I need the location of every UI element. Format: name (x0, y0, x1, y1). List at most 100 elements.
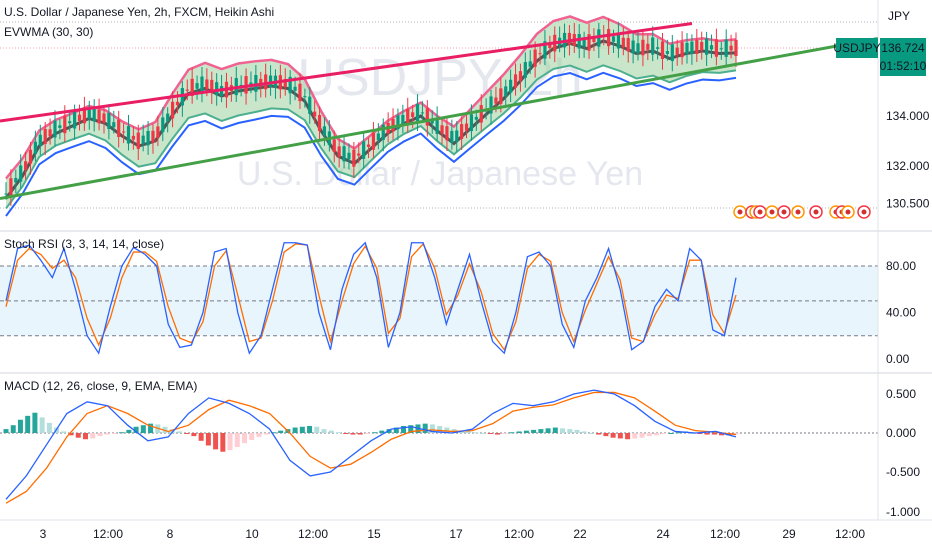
candle-body (317, 114, 322, 131)
candle-body (533, 49, 537, 67)
macd-signal-line (5, 391, 737, 504)
macd-histogram-bar (119, 432, 125, 434)
candle-body (146, 130, 150, 146)
macd-histogram-bar (205, 433, 211, 446)
macd-histogram-bar (711, 433, 717, 435)
candle-body (543, 41, 547, 59)
macd-histogram-bar (191, 433, 197, 437)
macd-histogram-bar (379, 430, 385, 433)
candle-body (719, 48, 723, 50)
macd-histogram-bar (335, 432, 341, 434)
symbol-badge[interactable] (836, 38, 878, 58)
candle-body (489, 96, 493, 114)
macd-histogram-bar (234, 433, 240, 448)
price-badge[interactable] (880, 38, 926, 76)
economic-events[interactable] (733, 205, 871, 219)
candle-body (357, 153, 361, 156)
macd-histogram-bar (646, 433, 652, 437)
candle-body (48, 129, 52, 137)
candle-body (411, 112, 415, 118)
candle-body (102, 113, 106, 123)
candle-body (141, 135, 145, 144)
macd-histogram-bar (372, 432, 378, 434)
candle-body (72, 111, 77, 129)
candle-body (151, 130, 155, 143)
stoch-k-line (5, 241, 737, 355)
x-tick-label: 12:00 (504, 527, 534, 541)
candle-body (259, 78, 263, 87)
stoch-band (0, 266, 878, 336)
candle-body (420, 112, 425, 114)
candle-body (131, 135, 135, 140)
macd-histogram-bar (307, 425, 313, 433)
candle-body (14, 177, 18, 183)
candle-body (376, 133, 380, 141)
x-tick-label: 8 (167, 527, 174, 541)
evwma-lower (5, 64, 737, 210)
x-tick-label: 15 (367, 527, 381, 541)
macd-histogram-bar (299, 426, 305, 433)
time-axis[interactable]: 3 12:00 8 10 12:00 15 17 12:00 22 24 12:00 29 12:00 (40, 527, 866, 541)
candle-body (9, 178, 13, 196)
candle-body (23, 161, 28, 170)
candle-body (347, 152, 351, 160)
candle-body (4, 193, 8, 195)
candle-body (504, 86, 508, 97)
macd-histogram-bar (357, 433, 363, 435)
upper-trendline[interactable] (0, 22, 693, 123)
candle-body (126, 126, 131, 144)
macd-histogram-bar (588, 433, 594, 434)
candle-body (582, 38, 586, 47)
macd-histogram-bar (653, 433, 659, 436)
stoch-rsi-pane[interactable]: Stoch RSI (3, 3, 14, 14, close) (0, 237, 878, 355)
symbol-badge-text: USDJPY (833, 41, 880, 55)
candle-body (19, 165, 23, 182)
candle-body (660, 41, 665, 60)
candle-body (112, 122, 116, 128)
y-tick-label: 80.00 (886, 259, 916, 273)
price-badge-value: 136.724 (881, 41, 925, 55)
candle-body (268, 75, 273, 87)
macd-histogram-bar (480, 433, 486, 434)
y-tick-label: -0.500 (886, 465, 920, 479)
macd-pane[interactable]: MACD (12, 26, close, 9, EMA, EMA) (0, 379, 878, 504)
price-axis[interactable]: JPY 134.000132.000130.50080.0040.000.000… (833, 0, 930, 520)
lower-trendline[interactable] (0, 37, 879, 200)
macd-histogram-bar (560, 428, 566, 433)
macd-histogram-bar (697, 433, 703, 434)
price-pane[interactable]: USDJPY, 2h U.S. Dollar / Japanese Yen U.… (0, 5, 879, 219)
x-tick-label: 12:00 (835, 527, 865, 541)
candle-body (215, 82, 219, 96)
macd-histogram-bar (538, 429, 544, 433)
candle-body (28, 149, 33, 164)
candle-body (352, 149, 356, 167)
macd-histogram-bar (198, 433, 204, 441)
candle-body (450, 130, 454, 143)
macd-histogram-bar (169, 429, 175, 433)
candle-body (700, 41, 704, 51)
x-tick-label: 24 (656, 527, 670, 541)
event-marker-dot (781, 209, 787, 215)
candle-body (656, 47, 660, 49)
candle-body (175, 101, 180, 106)
macd-histogram-bar (733, 433, 739, 435)
candle-body (621, 37, 625, 48)
candle-body (210, 79, 214, 94)
macd-histogram-bar (32, 412, 38, 433)
candle-body (190, 78, 194, 96)
stoch-label: Stoch RSI (3, 3, 14, 14, close) (4, 237, 164, 251)
macd-histogram-bar (466, 431, 472, 433)
candle-body (391, 119, 395, 132)
macd-histogram-bar (668, 433, 674, 434)
candle-body (97, 109, 101, 124)
macd-histogram-bar (278, 430, 284, 433)
candle-body (729, 45, 733, 51)
macd-line (5, 389, 737, 500)
candle-body (298, 83, 302, 102)
macd-histogram-bar (256, 433, 262, 437)
macd-histogram-bar (509, 432, 515, 434)
candle-body (288, 76, 292, 94)
candle-body (513, 74, 518, 88)
candle-body (705, 38, 709, 55)
